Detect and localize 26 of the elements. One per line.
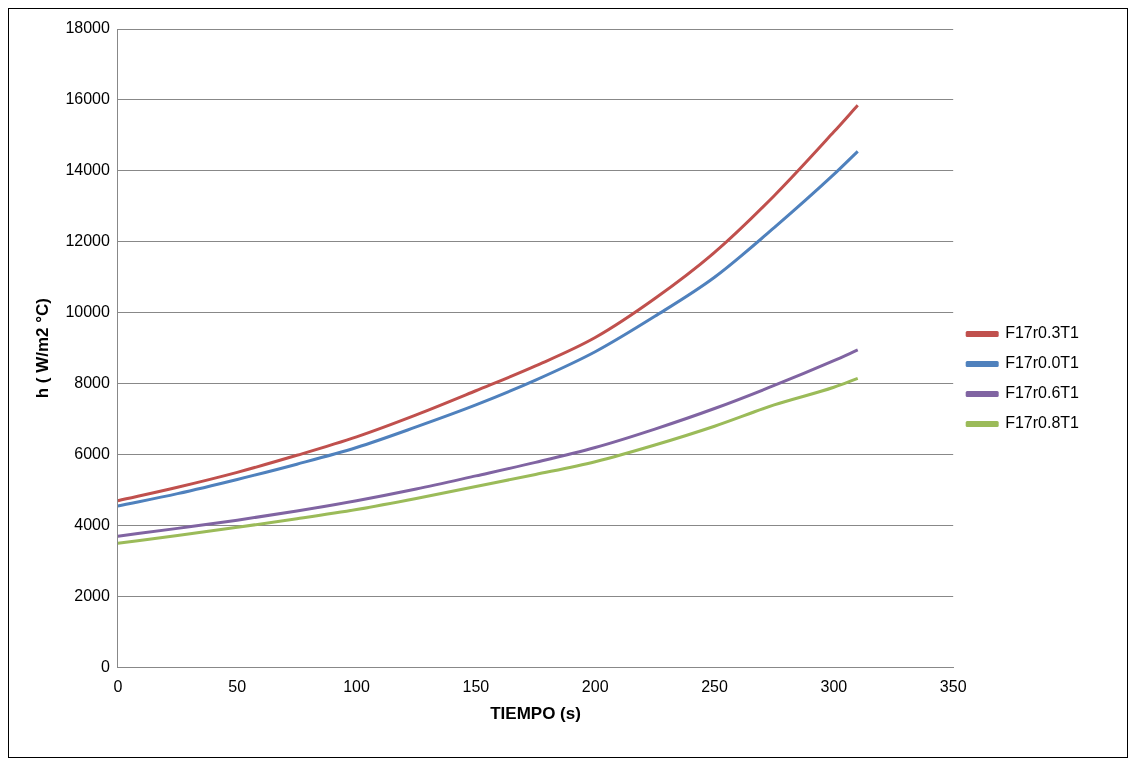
y-tick-label: 8000 — [74, 374, 110, 392]
y-tick-label: 2000 — [74, 586, 110, 604]
line-series — [117, 376, 860, 545]
x-tick-label: 100 — [343, 678, 370, 696]
y-tick-label: 6000 — [74, 445, 110, 463]
legend-label: F17r0.3T1 — [1005, 324, 1080, 342]
x-tick-label: 350 — [939, 678, 967, 696]
y-axis-title: h ( W/m2 °C) — [32, 298, 52, 399]
legend-label: F17r0.8T1 — [1005, 414, 1080, 432]
legend-label: F17r0.6T1 — [1005, 384, 1080, 402]
x-tick-label: 200 — [581, 678, 609, 696]
x-tick-label: 0 — [113, 678, 123, 696]
x-tick-label: 250 — [701, 678, 728, 696]
y-tick-label: 10000 — [65, 303, 110, 321]
x-axis-title: TIEMPO (s) — [490, 704, 581, 724]
y-tick-label: 12000 — [65, 232, 110, 250]
legend-label: F17r0.0T1 — [1005, 354, 1080, 372]
y-tick-label: 0 — [100, 657, 110, 675]
x-tick-label: 150 — [462, 678, 490, 696]
y-tick-label: 18000 — [65, 19, 110, 37]
x-tick-label: 300 — [820, 678, 848, 696]
x-tick-label: 50 — [228, 678, 247, 696]
line-series — [117, 348, 860, 538]
y-tick-label: 14000 — [65, 161, 110, 179]
y-tick-label: 4000 — [74, 515, 110, 533]
y-tick-label: 16000 — [65, 90, 110, 108]
